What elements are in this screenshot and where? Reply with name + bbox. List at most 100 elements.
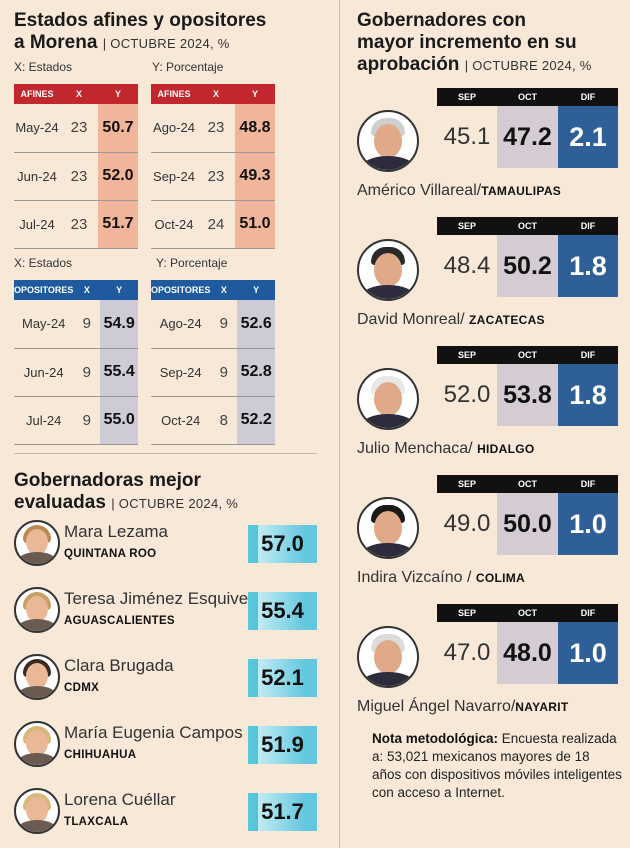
oct-value-cell: 48.0 (497, 622, 558, 684)
y-value-cell: 54.9 (100, 300, 138, 349)
dif-value-cell: 1.0 (558, 622, 618, 684)
month-cell: Jul-24 (14, 396, 74, 445)
x-col-head: X (197, 84, 235, 104)
month-cell: Jun-24 (14, 348, 74, 397)
governor-name: David Monreal/ (357, 311, 470, 328)
approval-score-badge: 51.7 (248, 793, 317, 831)
month-cell: May-24 (14, 300, 74, 349)
afines-title-line1: Estados afines y opositores (14, 10, 267, 31)
governor-name: Indira Vizcaíno / (357, 569, 476, 586)
sep-col-head: SEP (457, 221, 476, 231)
x-value-cell: 9 (73, 300, 101, 349)
approval-score: 52.1 (261, 665, 304, 690)
x-value-cell: 23 (60, 152, 98, 201)
dif-value-cell: 1.8 (558, 364, 618, 426)
y-axis-label-bottom: Y: Porcentaje (156, 256, 228, 270)
dif-col-head: DIF (580, 350, 596, 360)
oct-value-cell: 53.8 (497, 364, 558, 426)
governor-label: Julio Menchaca/ HIDALGO (357, 440, 535, 458)
y-value-cell: 55.4 (100, 348, 138, 397)
governor-state: CDMX (64, 682, 100, 694)
governor-state: AGUASCALIENTES (64, 615, 175, 627)
month-cell: Oct-24 (151, 396, 211, 445)
month-cell: Jul-24 (14, 200, 60, 249)
opositores-table-left: OPOSITORES X Y May-24 9 54.9 Jun-24 9 55.4 Jul… (14, 280, 138, 445)
x-col-head: X (210, 280, 238, 300)
y-value-cell: 52.6 (237, 300, 275, 349)
table-row: Ago-24 23 48.8 (151, 104, 275, 153)
approval-table-header: SEP OCT DIF (437, 217, 618, 235)
nota-text: Encuesta realizada a: 53,021 mexicanos m… (372, 731, 622, 800)
month-cell: May-24 (14, 104, 60, 153)
gobernadores-title: Gobernadores con mayor incremento en su … (357, 10, 592, 75)
gobernadoras-title-line2: evaluadas (14, 492, 106, 513)
oct-col-head: OCT (518, 479, 537, 489)
table-row: Oct-24 8 52.2 (151, 396, 275, 445)
dif-col-head: DIF (580, 92, 596, 102)
governor-label: David Monreal/ ZACATECAS (357, 311, 545, 329)
governor-name: Miguel Ángel Navarro/ (357, 698, 516, 715)
x-axis-label-top: X: Estados (14, 60, 73, 74)
opositores-table-right: OPOSITORES X Y Ago-24 9 52.6 Sep-24 9 52.8 Oct… (151, 280, 275, 445)
oct-col-head: OCT (518, 221, 537, 231)
x-value-cell: 9 (210, 300, 238, 349)
governor-state: TAMAULIPAS (481, 184, 562, 198)
dif-col-head: DIF (580, 608, 596, 618)
oct-value-cell: 50.2 (497, 235, 558, 297)
sep-value-cell: 49.0 (443, 510, 491, 537)
table-row: Jul-24 9 55.0 (14, 396, 138, 445)
governor-photo (357, 368, 419, 430)
x-value-cell: 9 (73, 396, 101, 445)
table-row: May-24 23 50.7 (14, 104, 138, 153)
approval-score: 55.4 (261, 598, 304, 623)
x-value-cell: 24 (197, 200, 235, 249)
nota-metodologica: Nota metodológica: Encuesta realizada a:… (372, 730, 622, 802)
sep-value-cell: 45.1 (443, 123, 491, 150)
governor-state: CHIHUAHUA (64, 749, 137, 761)
sep-col-head: SEP (457, 350, 476, 360)
table-row: Jun-24 9 55.4 (14, 348, 138, 397)
oct-col-head: OCT (518, 92, 537, 102)
oct-col-head: OCT (518, 608, 537, 618)
approval-score: 57.0 (261, 531, 304, 556)
governor-label: Indira Vizcaíno / COLIMA (357, 569, 525, 587)
governor-state: COLIMA (475, 571, 526, 585)
governor-state: NAYARIT (515, 700, 569, 714)
gobernadores-subtitle: OCTUBRE 2024, % (472, 58, 592, 73)
y-axis-label-top: Y: Porcentaje (152, 60, 224, 74)
governor-photo (357, 497, 419, 559)
governor-name: Clara Brugada (64, 656, 174, 675)
y-col-head: Y (100, 280, 138, 300)
dif-value-cell: 1.8 (558, 235, 618, 297)
governor-name: Mara Lezama (64, 522, 168, 541)
month-cell: Ago-24 (151, 104, 197, 153)
approval-score-badge: 51.9 (248, 726, 317, 764)
governor-state: TLAXCALA (64, 816, 129, 828)
governor-name: María Eugenia Campos (64, 723, 243, 742)
governor-state: QUINTANA ROO (64, 548, 157, 560)
sep-col-head: SEP (457, 479, 476, 489)
y-col-head: Y (237, 280, 275, 300)
table-row: Ago-24 9 52.6 (151, 300, 275, 349)
table-row: Sep-24 23 49.3 (151, 152, 275, 201)
approval-table-row: 45.1 47.2 2.1 (437, 106, 618, 168)
governor-photo (357, 110, 419, 172)
month-cell: Sep-24 (151, 348, 211, 397)
approval-table-row: 52.0 53.8 1.8 (437, 364, 618, 426)
month-cell: Ago-24 (151, 300, 211, 349)
approval-table-header: SEP OCT DIF (437, 346, 618, 364)
month-cell: Sep-24 (151, 152, 197, 201)
governor-photo (14, 520, 60, 566)
table-row: Jul-24 23 51.7 (14, 200, 138, 249)
afines-table-left: AFINES X Y May-24 23 50.7 Jun-24 23 52.0 Jul-2… (14, 84, 138, 249)
gobernadores-title-line2: mayor incremento en su (357, 32, 577, 53)
governor-photo (14, 587, 60, 633)
afines-title: Estados afines y opositores a Morena | O… (14, 10, 267, 53)
governor-label: Miguel Ángel Navarro/NAYARIT (357, 698, 569, 716)
x-value-cell: 8 (210, 396, 238, 445)
approval-table-header: SEP OCT DIF (437, 475, 618, 493)
oct-value-cell: 47.2 (497, 106, 558, 168)
y-col-head: Y (98, 84, 138, 104)
sep-value-cell: 52.0 (443, 381, 491, 408)
x-col-head: X (60, 84, 98, 104)
